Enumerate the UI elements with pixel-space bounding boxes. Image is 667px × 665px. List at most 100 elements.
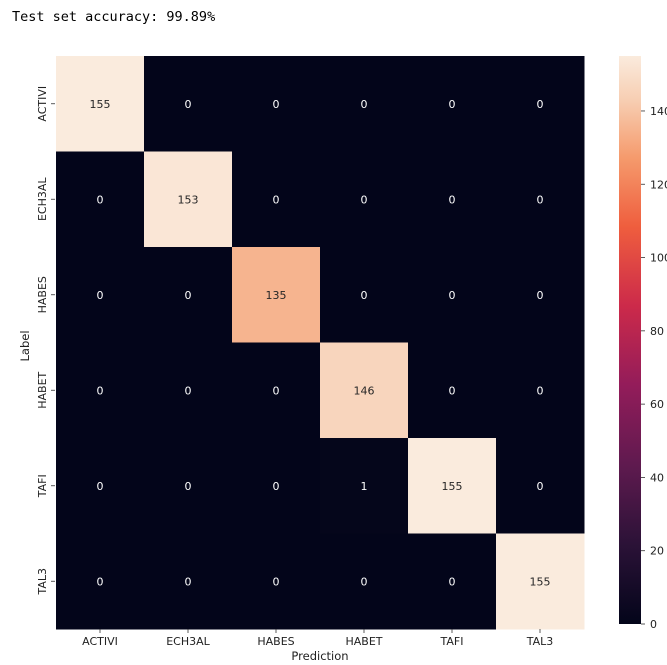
cell-value-label: 135 <box>266 289 287 302</box>
heatmap-cell <box>408 438 497 534</box>
heatmap-cell <box>496 533 585 630</box>
colorbar-tick-label: 0 <box>650 618 657 631</box>
heatmap-cell <box>320 533 409 630</box>
accuracy-output: Test set accuracy: 99.89% <box>12 9 216 25</box>
colorbar-tick-label: 100 <box>650 252 667 265</box>
heatmap-cell <box>320 342 409 439</box>
heatmap-cell <box>56 438 145 534</box>
heatmap-cell <box>56 533 145 630</box>
colorbar-tick-label: 60 <box>650 398 664 411</box>
y-tick-label: ACTIVI <box>36 86 49 122</box>
cell-value-label: 146 <box>354 384 375 397</box>
heatmap-cell <box>144 533 233 630</box>
cell-value-label: 0 <box>97 575 104 588</box>
colorbar-ticks: 0 20 40 60 80 100 120 140 <box>641 105 667 631</box>
cell-value-label: 0 <box>537 98 544 111</box>
cell-value-label: 0 <box>449 289 456 302</box>
cell-value-label: 0 <box>273 480 280 493</box>
cell-value-label: 155 <box>442 480 463 493</box>
cell-value-label: 0 <box>537 384 544 397</box>
heatmap-cell <box>144 247 233 343</box>
heatmap-cell <box>144 342 233 439</box>
cell-value-label: 0 <box>361 575 368 588</box>
cell-value-label: 0 <box>273 575 280 588</box>
y-tick-labels: ACTIVI ECH3AL HABES HABET TAFI TAL3 <box>36 86 55 596</box>
cell-value-label: 0 <box>97 193 104 206</box>
cell-value-label: 0 <box>97 480 104 493</box>
cell-value-label: 0 <box>361 289 368 302</box>
colorbar-tick-label: 120 <box>650 178 667 191</box>
y-tick-label: ECH3AL <box>36 177 49 221</box>
heatmap-cell <box>144 56 233 152</box>
heatmap-cell <box>496 56 585 152</box>
cell-value-label: 153 <box>178 193 199 206</box>
cell-value-label: 0 <box>361 193 368 206</box>
heatmap-cell <box>320 247 409 343</box>
heatmap-cell <box>144 438 233 534</box>
colorbar-tick-label: 140 <box>650 105 667 118</box>
heatmap-cell <box>232 438 321 534</box>
notebook-output-area: Test set accuracy: 99.89% <box>0 0 667 40</box>
heatmap-cells: 155 0 0 0 0 0 0 153 0 0 0 0 0 0 135 0 0 0 0 0 0 146 0 0 0 0 0 1 155 0… <box>56 56 585 630</box>
heatmap-cell <box>56 247 145 343</box>
cell-value-label: 0 <box>449 384 456 397</box>
cell-value-label: 155 <box>90 98 111 111</box>
cell-value-label: 155 <box>530 575 551 588</box>
y-tick-label: TAL3 <box>36 568 49 596</box>
cell-value-label: 0 <box>273 193 280 206</box>
heatmap-cell <box>408 533 497 630</box>
heatmap-cell <box>56 56 145 152</box>
heatmap-cell <box>496 342 585 439</box>
heatmap-cell <box>232 56 321 152</box>
heatmap-cell <box>232 342 321 439</box>
cell-value-label: 0 <box>185 575 192 588</box>
heatmap-cell <box>408 342 497 439</box>
y-tick-label: HABET <box>36 371 49 408</box>
x-tick-label: TAFI <box>440 635 464 648</box>
cell-value-label: 0 <box>361 98 368 111</box>
cell-value-label: 0 <box>97 289 104 302</box>
cell-value-label: 1 <box>361 480 368 493</box>
heatmap-cell <box>496 151 585 248</box>
cell-value-label: 0 <box>273 384 280 397</box>
x-tick-label: HABES <box>257 635 294 648</box>
cell-value-label: 0 <box>97 384 104 397</box>
y-axis-label: Label <box>18 330 32 361</box>
heatmap-cell <box>232 533 321 630</box>
heatmap-cell <box>408 247 497 343</box>
cell-value-label: 0 <box>185 480 192 493</box>
cell-value-label: 0 <box>185 289 192 302</box>
cell-value-label: 0 <box>185 384 192 397</box>
cell-value-label: 0 <box>537 289 544 302</box>
heatmap-cell <box>408 56 497 152</box>
cell-value-label: 0 <box>449 575 456 588</box>
heatmap-cell <box>320 438 409 534</box>
x-tick-label: HABET <box>345 635 382 648</box>
heatmap-cell <box>496 247 585 343</box>
x-axis-label: Prediction <box>291 649 348 663</box>
heatmap-cell <box>144 151 233 248</box>
heatmap-cell <box>232 151 321 248</box>
colorbar-tick-label: 20 <box>650 545 664 558</box>
cell-value-label: 0 <box>449 98 456 111</box>
colorbar-tick-label: 80 <box>650 325 664 338</box>
cell-value-label: 0 <box>185 98 192 111</box>
heatmap-cell <box>320 151 409 248</box>
y-tick-label: HABES <box>36 276 49 313</box>
heatmap-cell <box>232 247 321 343</box>
x-tick-labels: ACTIVI ECH3AL HABES HABET TAFI TAL3 <box>82 629 553 648</box>
cell-value-label: 0 <box>273 98 280 111</box>
heatmap-cell <box>56 342 145 439</box>
colorbar <box>619 56 641 624</box>
cell-value-label: 0 <box>449 193 456 206</box>
heatmap-cell <box>496 438 585 534</box>
heatmap-cell <box>56 151 145 248</box>
heatmap-cell <box>408 151 497 248</box>
x-tick-label: ACTIVI <box>82 635 118 648</box>
cell-value-label: 0 <box>537 480 544 493</box>
heatmap-cell <box>320 56 409 152</box>
y-tick-label: TAFI <box>36 474 49 498</box>
x-tick-label: ECH3AL <box>166 635 210 648</box>
cell-value-label: 0 <box>537 193 544 206</box>
